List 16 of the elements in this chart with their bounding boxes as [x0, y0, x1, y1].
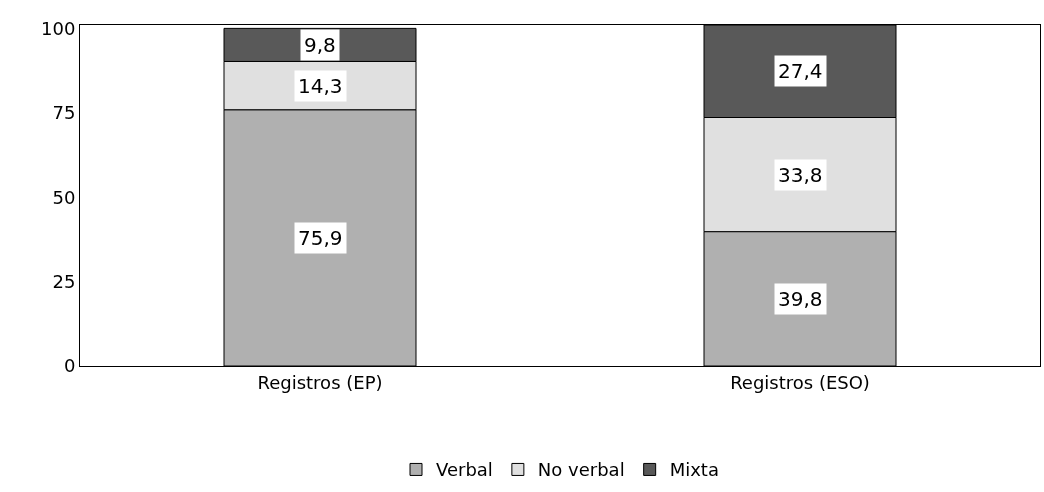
x-tick-label: Registros (EP)	[257, 371, 383, 393]
y-tick-label: 50	[52, 186, 76, 208]
y-tick-label: 0	[63, 355, 76, 377]
data-label: 75,9	[298, 226, 343, 250]
data-label: 39,8	[778, 287, 823, 311]
y-tick-label: 75	[52, 102, 76, 124]
legend-label: Mixta	[669, 459, 719, 481]
y-tick-label: 100	[41, 17, 76, 39]
legend-label: Verbal	[436, 459, 493, 481]
data-label: 14,3	[298, 74, 343, 98]
data-label: 27,4	[778, 59, 823, 83]
legend-label: No verbal	[537, 459, 625, 481]
data-label: 9,8	[304, 33, 336, 57]
x-tick-label: Registros (ESO)	[730, 371, 870, 393]
y-tick-label: 25	[52, 270, 76, 292]
data-label: 33,8	[778, 163, 823, 187]
